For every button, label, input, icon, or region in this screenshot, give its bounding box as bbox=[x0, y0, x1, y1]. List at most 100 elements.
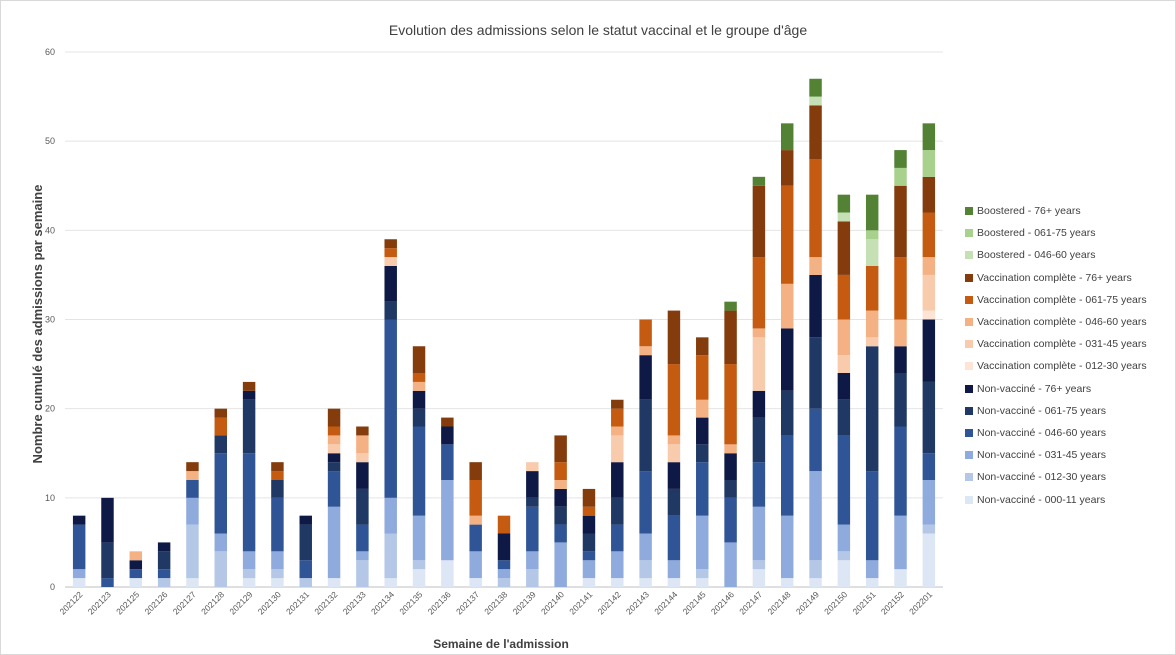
y-tick-label: 20 bbox=[45, 404, 55, 414]
bar-segment bbox=[696, 462, 709, 516]
legend-swatch bbox=[965, 318, 973, 327]
bar-segment bbox=[837, 194, 851, 213]
bar-segment bbox=[554, 435, 567, 463]
bar-segment bbox=[894, 346, 907, 373]
bar-segment bbox=[752, 506, 766, 561]
bar-segment bbox=[696, 578, 709, 587]
bar-segment bbox=[327, 578, 341, 587]
bar-segment bbox=[724, 364, 737, 445]
bar-segment bbox=[412, 426, 426, 516]
bar-segment bbox=[214, 408, 228, 418]
bar-segment bbox=[412, 515, 426, 561]
legend-swatch bbox=[965, 273, 973, 282]
bar-segment bbox=[497, 560, 511, 570]
bar-segment bbox=[809, 257, 822, 275]
bar-segment bbox=[384, 319, 397, 498]
bar-segment bbox=[922, 274, 936, 311]
x-tick-label: 202151 bbox=[850, 589, 877, 616]
bar-segment bbox=[837, 551, 851, 561]
x-tick-label: 202142 bbox=[596, 589, 623, 616]
bar-segment bbox=[922, 257, 936, 275]
bar-segment bbox=[780, 283, 794, 329]
bar-segment bbox=[611, 524, 624, 552]
x-tick-label: 202123 bbox=[86, 589, 113, 616]
bar-segment bbox=[356, 488, 369, 525]
bar-segment bbox=[526, 471, 539, 498]
bar-segment bbox=[441, 480, 454, 561]
bar-segment bbox=[412, 346, 426, 373]
x-tick-label: 202140 bbox=[539, 589, 566, 616]
x-tick-label: 202131 bbox=[284, 589, 311, 616]
bar-segment bbox=[554, 506, 567, 525]
bar-segment bbox=[865, 266, 879, 311]
legend-swatch bbox=[965, 229, 973, 238]
legend-item: Vaccination complète - 061-75 years bbox=[965, 289, 1176, 311]
bar-segment bbox=[696, 444, 709, 463]
bar-segment bbox=[271, 471, 284, 480]
legend-swatch bbox=[965, 362, 973, 371]
y-tick-label: 0 bbox=[50, 582, 55, 592]
bar-segment bbox=[809, 105, 822, 159]
bar-segment bbox=[129, 551, 143, 561]
x-tick-label: 202149 bbox=[794, 589, 821, 616]
bar-segment bbox=[72, 524, 86, 570]
legend-item: Vaccination complète - 012-30 years bbox=[965, 355, 1176, 377]
bar-segment bbox=[696, 569, 709, 579]
bar-segment bbox=[724, 542, 737, 587]
bar-segment bbox=[526, 569, 539, 587]
bar-segment bbox=[865, 230, 879, 240]
x-tick-label: 202148 bbox=[766, 589, 793, 616]
bar-segment bbox=[837, 435, 851, 525]
legend-item: Non-vacciné - 012-30 years bbox=[965, 466, 1176, 488]
bar-segment bbox=[299, 578, 312, 587]
legend-label: Non-vacciné - 000-11 years bbox=[977, 493, 1106, 506]
bar-segment bbox=[894, 150, 907, 168]
bar-segment bbox=[469, 480, 482, 516]
bar-segment bbox=[271, 551, 284, 570]
bar-segment bbox=[327, 435, 341, 445]
bar-segment bbox=[894, 515, 907, 570]
bar-segment bbox=[214, 453, 228, 534]
bar-segment bbox=[214, 417, 228, 436]
bar-segment bbox=[441, 560, 454, 587]
bar-segment bbox=[724, 310, 737, 365]
bar-segment bbox=[582, 506, 596, 516]
bar-segment bbox=[554, 524, 567, 543]
bar-segment bbox=[129, 569, 143, 579]
bar-segment bbox=[922, 123, 936, 151]
bar-segment bbox=[72, 515, 86, 525]
x-tick-label: 202125 bbox=[114, 589, 141, 616]
bar-segment bbox=[667, 488, 681, 516]
legend-item: Vaccination complète - 046-60 years bbox=[965, 311, 1176, 333]
bar-segment bbox=[837, 274, 851, 320]
bar-segment bbox=[865, 346, 879, 472]
bar-segment bbox=[384, 239, 397, 249]
bar-segment bbox=[327, 444, 341, 454]
bar-segment bbox=[752, 560, 766, 570]
bar-segment bbox=[469, 462, 482, 480]
legend-label: Boostered - 061-75 years bbox=[977, 227, 1096, 240]
bar-segment bbox=[780, 328, 794, 391]
y-axis-title: Nombre cumulé des admissions par semaine bbox=[30, 185, 45, 464]
legend-label: Non-vacciné - 031-45 years bbox=[977, 449, 1106, 462]
bar-segment bbox=[724, 444, 737, 454]
bar-segment bbox=[894, 167, 907, 186]
bar-segment bbox=[894, 185, 907, 258]
bar-segment bbox=[412, 381, 426, 391]
bar-segment bbox=[412, 560, 426, 570]
x-tick-label: 202128 bbox=[199, 589, 226, 616]
bar-segment bbox=[242, 569, 256, 579]
bar-segment bbox=[582, 533, 596, 552]
bar-segment bbox=[809, 78, 822, 97]
bar-segment bbox=[837, 560, 851, 587]
bar-segment bbox=[271, 569, 284, 579]
legend-item: Non-vacciné - 031-45 years bbox=[965, 444, 1176, 466]
legend-item: Vaccination complète - 031-45 years bbox=[965, 333, 1176, 355]
bar-segment bbox=[101, 497, 114, 543]
bar-segment bbox=[780, 150, 794, 186]
bar-segment bbox=[554, 542, 567, 587]
bar-segment bbox=[865, 337, 879, 347]
bar-segment bbox=[696, 399, 709, 418]
bar-segment bbox=[129, 560, 143, 570]
